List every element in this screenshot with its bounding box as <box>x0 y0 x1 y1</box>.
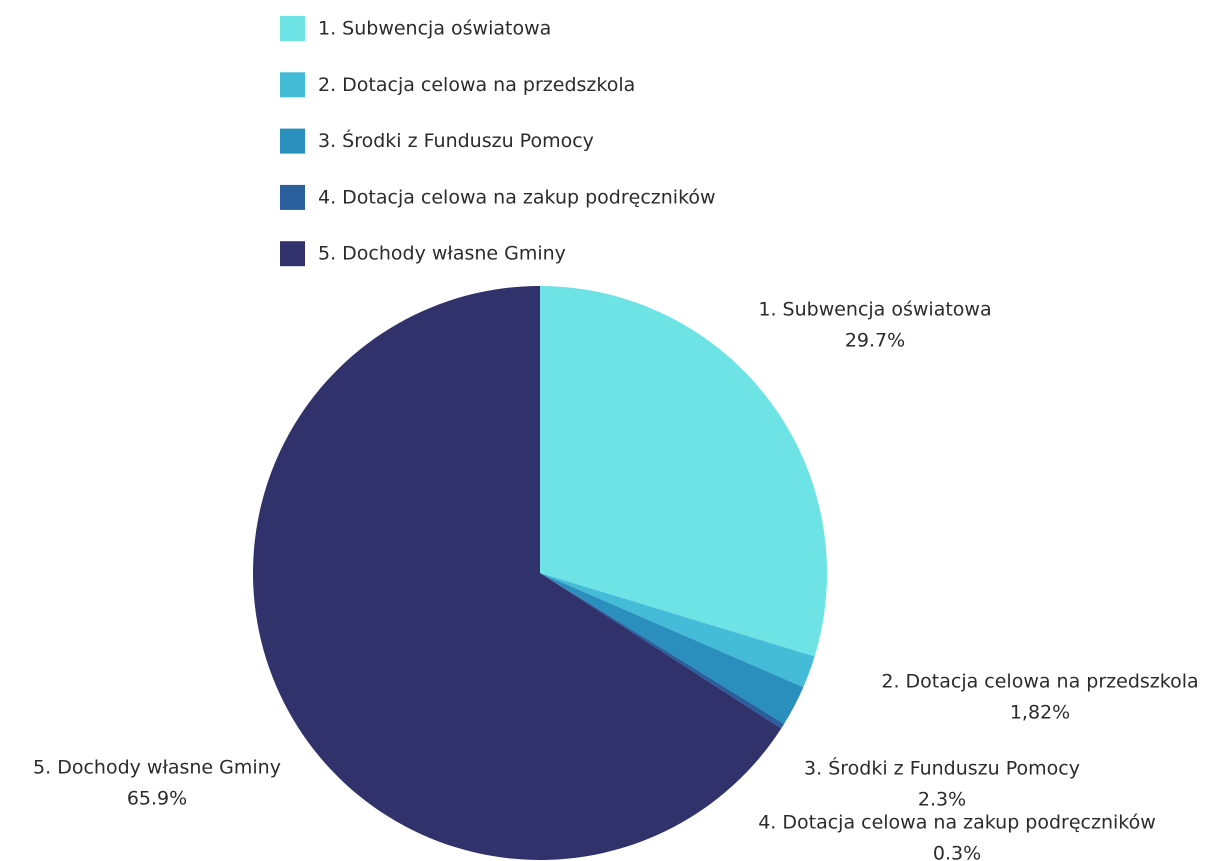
slice-label: 5. Dochody własne Gminy <box>33 757 281 779</box>
legend-swatch <box>280 72 305 98</box>
legend-label: 4. Dotacja celowa na zakup podręczników <box>318 186 716 208</box>
slice-label: 2. Dotacja celowa na przedszkola <box>881 671 1198 693</box>
legend-swatch <box>280 184 305 210</box>
slice-value: 2.3% <box>918 789 966 811</box>
pie-slice <box>252 286 782 861</box>
legend-label: 5. Dochody własne Gminy <box>318 243 566 265</box>
pie-slice <box>540 573 804 724</box>
legend-label: 3. Środki z Funduszu Pomocy <box>318 128 594 152</box>
slice-label: 4. Dotacja celowa na zakup podręczników <box>758 812 1156 834</box>
slice-label: 3. Środki z Funduszu Pomocy <box>804 756 1080 780</box>
pie-slice <box>540 286 827 657</box>
legend-label: 2. Dotacja celowa na przedszkola <box>318 74 635 96</box>
slice-value: 0.3% <box>933 843 981 861</box>
legend-label: 1. Subwencja oświatowa <box>318 18 551 40</box>
slice-value: 1,82% <box>1010 702 1070 724</box>
legend-swatch <box>280 16 305 41</box>
legend-swatch <box>280 128 305 154</box>
slice-label: 1. Subwencja oświatowa <box>758 299 991 321</box>
pie-slice <box>540 573 815 688</box>
legend-swatch <box>280 241 305 267</box>
slice-value: 65.9% <box>127 788 187 810</box>
pie-slice <box>540 573 785 729</box>
slice-value: 29.7% <box>845 330 905 352</box>
